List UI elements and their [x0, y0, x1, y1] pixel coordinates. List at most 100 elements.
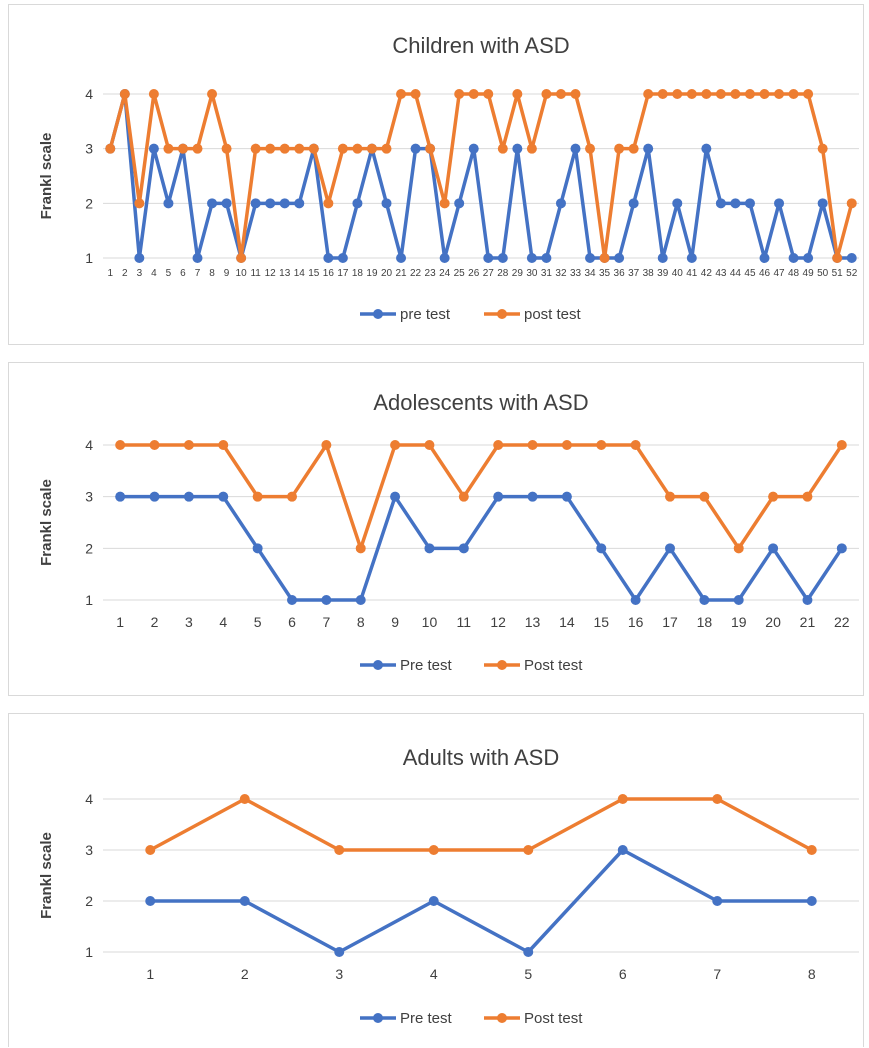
- x-tick-label: 41: [686, 268, 698, 279]
- data-point: [355, 543, 366, 554]
- x-tick-label: 16: [323, 268, 335, 279]
- x-tick-label: 52: [846, 268, 858, 279]
- data-point: [252, 543, 263, 554]
- data-point: [483, 89, 494, 99]
- data-point: [806, 896, 817, 906]
- x-tick-label: 38: [643, 268, 655, 279]
- x-tick-label: 17: [337, 268, 349, 279]
- data-point: [788, 253, 799, 263]
- series-line-pre: [108, 92, 852, 260]
- data-point: [381, 143, 392, 154]
- data-point: [149, 491, 160, 502]
- data-point: [163, 143, 174, 154]
- data-point: [817, 143, 828, 154]
- data-point: [555, 198, 566, 209]
- data-point: [250, 143, 261, 154]
- data-point: [806, 845, 817, 855]
- data-point: [730, 89, 741, 99]
- x-tick-label: 6: [619, 966, 627, 982]
- data-point: [239, 896, 250, 906]
- data-point: [145, 896, 156, 906]
- data-point: [183, 491, 194, 502]
- x-tick-label: 14: [559, 614, 575, 630]
- data-point: [585, 253, 596, 263]
- data-point: [192, 143, 203, 154]
- data-point: [337, 253, 348, 263]
- x-tick-label: 34: [584, 268, 596, 279]
- data-point: [493, 440, 504, 450]
- data-point: [701, 143, 712, 154]
- data-point: [672, 198, 683, 209]
- data-point: [630, 595, 641, 605]
- data-point: [149, 440, 160, 450]
- data-point: [265, 143, 276, 154]
- x-tick-label: 6: [180, 268, 186, 279]
- data-point: [665, 543, 675, 554]
- chart-panel-adults: Adults with ASD Frankl scale 1 2 3 4 1 2 3 4 5 6 7 8 P…: [8, 713, 864, 1047]
- data-point: [493, 491, 504, 502]
- series-line-post: [108, 92, 854, 260]
- data-point: [712, 794, 723, 804]
- data-point: [366, 143, 377, 154]
- data-point: [236, 253, 247, 263]
- data-point: [294, 143, 305, 154]
- data-point: [527, 440, 538, 450]
- x-tick-label: 31: [541, 268, 553, 279]
- data-point: [468, 89, 479, 99]
- data-point: [836, 543, 847, 554]
- data-point: [497, 143, 508, 154]
- x-tick-label: 18: [697, 614, 713, 630]
- x-tick-label: 30: [526, 268, 538, 279]
- x-tick-label: 15: [593, 614, 609, 630]
- data-point: [643, 89, 654, 99]
- data-point: [512, 143, 523, 154]
- data-point: [177, 143, 188, 154]
- data-point: [148, 143, 159, 154]
- data-point: [454, 89, 465, 99]
- data-point: [352, 198, 363, 209]
- x-tick-label: 2: [241, 966, 249, 982]
- data-point: [712, 896, 723, 906]
- data-point: [279, 198, 290, 209]
- data-point: [774, 89, 785, 99]
- data-point: [774, 198, 785, 209]
- x-tick-label: 10: [236, 268, 248, 279]
- data-point: [428, 845, 439, 855]
- data-point: [541, 253, 552, 263]
- data-point: [218, 440, 229, 450]
- data-point: [614, 253, 625, 263]
- data-point: [596, 440, 607, 450]
- x-tick-label: 46: [759, 268, 771, 279]
- data-point: [163, 198, 174, 209]
- data-point: [321, 595, 332, 605]
- data-point: [526, 143, 537, 154]
- data-point: [759, 89, 770, 99]
- data-point: [846, 198, 857, 209]
- legend-label: Post test: [524, 657, 583, 674]
- data-point: [561, 440, 572, 450]
- data-point: [555, 89, 566, 99]
- legend-marker: [497, 660, 507, 670]
- data-point: [410, 143, 421, 154]
- data-point: [803, 89, 814, 99]
- x-tick-label: 10: [422, 614, 438, 630]
- legend-label: pre test: [400, 306, 451, 323]
- x-tick-label: 4: [151, 268, 157, 279]
- data-point: [686, 253, 697, 263]
- data-point: [512, 89, 523, 99]
- x-tick-label: 33: [570, 268, 582, 279]
- x-tick-label: 27: [483, 268, 495, 279]
- x-tick-label: 32: [555, 268, 567, 279]
- x-tick-label: 49: [803, 268, 815, 279]
- data-point: [425, 143, 436, 154]
- data-point: [744, 198, 755, 209]
- x-tick-label: 44: [730, 268, 742, 279]
- data-point: [630, 440, 641, 450]
- data-point: [145, 845, 156, 855]
- series-line-pre: [150, 848, 812, 954]
- x-tick-label: 6: [288, 614, 296, 630]
- data-point: [523, 947, 534, 957]
- x-tick-label: 18: [352, 268, 364, 279]
- data-point: [334, 845, 345, 855]
